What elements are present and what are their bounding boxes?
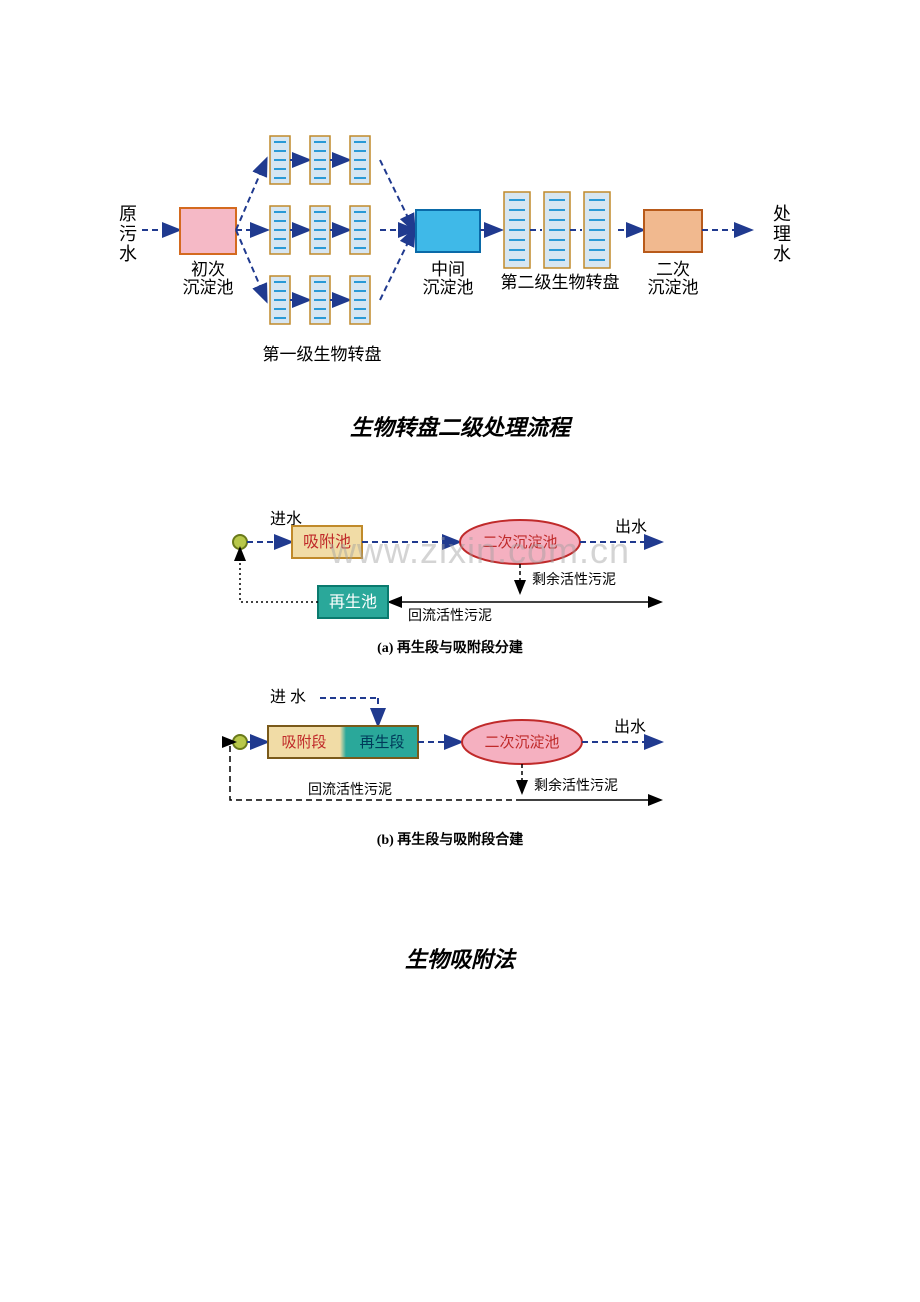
b-return-label: 回流活性污泥: [308, 782, 392, 798]
secondary-label: 二次沉淀池: [648, 260, 699, 297]
input-label-line1: 原污水: [119, 204, 137, 264]
biosorption-svg: 进水 吸附池 二次沉淀池 出水 剩余活性污泥 回流活性污泥 再生池 (a) 再生…: [0, 492, 920, 912]
primary-label: 初次沉淀池: [183, 260, 234, 297]
second-stage-rbc: [504, 192, 610, 268]
first-stage-rbc: [236, 136, 414, 324]
second-rbc-label: 第二级生物转盘: [501, 273, 620, 292]
diagram2-title: 生物吸附法: [0, 942, 920, 974]
caption-b: (b) 再生段与吸附段合建: [377, 831, 524, 848]
b-out-label: 出水: [614, 718, 646, 736]
b-secondary-label: 二次沉淀池: [484, 734, 559, 751]
a-adsorb-label: 吸附池: [303, 533, 351, 551]
caption-a: (a) 再生段与吸附段分建: [377, 639, 523, 656]
subfig-b: 进 水 吸附段 再生段 二次沉淀池 出水 剩余活性污泥 回流活性污泥: [230, 688, 660, 800]
diagram-1: 原污水 初次沉淀池 第一级生物转盘 中间沉淀池 第二级生物转盘 二次沉淀池: [0, 0, 920, 380]
b-regen-seg: 再生段: [359, 734, 404, 751]
mid-label: 中间沉淀池: [423, 260, 474, 297]
diagram1-title: 生物转盘二级处理流程: [0, 410, 920, 442]
secondary-tank: [644, 210, 702, 252]
a-regen-label: 再生池: [329, 593, 377, 611]
mid-tank: [416, 210, 480, 252]
a-secondary-label: 二次沉淀池: [482, 534, 557, 551]
a-out-label: 出水: [615, 518, 647, 536]
rbc-flow-svg: 原污水 初次沉淀池 第一级生物转盘 中间沉淀池 第二级生物转盘 二次沉淀池: [0, 60, 920, 380]
b-in-label: 进 水: [270, 688, 306, 706]
subfig-a: 进水 吸附池 二次沉淀池 出水 剩余活性污泥 回流活性污泥 再生池: [233, 510, 660, 624]
primary-tank: [180, 208, 236, 254]
b-inlet-dot: [233, 735, 247, 749]
a-excess-label: 剩余活性污泥: [532, 571, 616, 588]
diagram-2: www.zixin.com.cn 进水 吸附池 二次沉淀池 出水 剩余活性污泥 …: [0, 492, 920, 912]
a-inlet-dot: [233, 535, 247, 549]
b-excess-label: 剩余活性污泥: [534, 777, 618, 794]
first-rbc-label: 第一级生物转盘: [263, 345, 382, 364]
output-label: 处理水: [773, 204, 791, 264]
a-return-label: 回流活性污泥: [408, 608, 492, 624]
b-adsorb-seg: 吸附段: [281, 734, 326, 751]
